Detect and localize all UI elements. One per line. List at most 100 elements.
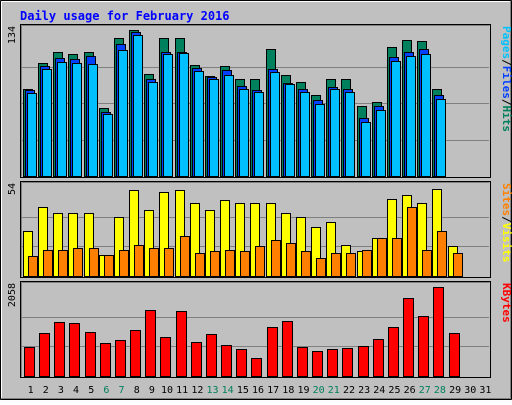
- bar-pages-day-3: [57, 62, 67, 177]
- bar-kbytes-day-2: [39, 333, 50, 377]
- bar-pages-day-7: [118, 50, 128, 177]
- bar-pages-day-6: [103, 114, 113, 177]
- x-tick-label: 12: [191, 385, 203, 396]
- panel-series-legend: KBytes: [500, 283, 512, 323]
- x-tick-label: 16: [252, 385, 264, 396]
- bar-kbytes-day-26: [403, 298, 414, 377]
- bar-pages-day-23: [361, 122, 371, 177]
- legend-hits: Hits: [500, 106, 512, 133]
- bar-sites-day-11: [180, 236, 190, 277]
- bar-sites-day-2: [43, 250, 53, 277]
- x-tick-label: 31: [479, 385, 491, 396]
- x-tick-label: 9: [149, 385, 155, 396]
- bar-kbytes-day-21: [327, 349, 338, 377]
- bar-kbytes-day-22: [342, 348, 353, 377]
- bar-sites-day-29: [453, 253, 463, 277]
- panel-hits-files-pages: 134 Pages/Files/Hits: [7, 24, 512, 178]
- chart-title: Daily usage for February 2016: [20, 9, 230, 23]
- bar-pages-day-15: [239, 89, 249, 177]
- bar-kbytes-day-29: [449, 333, 460, 377]
- bar-pages-day-9: [148, 82, 158, 177]
- bar-pages-day-19: [300, 92, 310, 177]
- legend-visits: Visits: [500, 223, 512, 263]
- bar-sites-day-27: [422, 250, 432, 277]
- x-tick-label: 25: [388, 385, 400, 396]
- bar-sites-day-19: [301, 251, 311, 277]
- panel-max-label: 134: [7, 26, 18, 44]
- panel-series-legend: Pages/Files/Hits: [500, 26, 512, 132]
- panel-visits-sites: 54 Sites/Visits: [7, 181, 512, 278]
- bar-kbytes-day-17: [267, 327, 278, 377]
- bar-sites-day-26: [407, 207, 417, 277]
- bar-pages-day-11: [179, 53, 189, 177]
- panel-bars: [23, 30, 446, 177]
- panel-series-legend: Sites/Visits: [500, 183, 512, 263]
- legend-sites: Sites: [500, 183, 512, 216]
- bar-kbytes-day-3: [54, 322, 65, 377]
- bar-pages-day-22: [345, 92, 355, 177]
- bar-pages-day-27: [421, 54, 431, 177]
- x-tick-label: 14: [222, 385, 234, 396]
- bar-sites-day-14: [225, 250, 235, 277]
- bar-kbytes-day-1: [24, 347, 35, 377]
- panel-frame: [20, 181, 491, 278]
- bar-kbytes-day-5: [85, 332, 96, 377]
- x-tick-label: 11: [176, 385, 188, 396]
- bar-pages-day-13: [209, 79, 219, 177]
- x-tick-label: 7: [119, 385, 125, 396]
- bar-pages-day-21: [330, 89, 340, 177]
- bar-pages-day-18: [285, 84, 295, 177]
- bar-sites-day-18: [286, 243, 296, 277]
- bar-pages-day-1: [27, 93, 37, 177]
- bar-kbytes-day-25: [388, 327, 399, 377]
- x-tick-label: 6: [103, 385, 109, 396]
- bar-kbytes-day-24: [373, 339, 384, 377]
- x-tick-label: 20: [313, 385, 325, 396]
- bar-sites-day-13: [210, 251, 220, 277]
- bar-pages-day-10: [163, 54, 173, 177]
- x-tick-label: 13: [206, 385, 218, 396]
- bar-pages-day-4: [72, 63, 82, 177]
- bar-sites-day-25: [392, 238, 402, 277]
- legend-pages: Pages: [500, 26, 512, 59]
- bar-kbytes-day-13: [206, 334, 217, 377]
- bar-pages-day-8: [133, 35, 143, 177]
- panel-bars: [23, 189, 463, 277]
- bar-pages-day-17: [270, 72, 280, 177]
- bar-sites-day-3: [58, 250, 68, 277]
- x-tick-label: 1: [28, 385, 34, 396]
- bar-kbytes-day-12: [191, 342, 202, 377]
- x-axis-labels: 1 2 3 4 5 6 7 8 9 10 11 12 13 14 15 16 17 18 19 20 21 22 23 24 2…: [28, 385, 492, 396]
- bar-kbytes-day-28: [433, 287, 444, 377]
- x-tick-label: 21: [328, 385, 340, 396]
- x-tick-label: 10: [161, 385, 173, 396]
- panel-kbytes: 2058 KBytes: [7, 281, 512, 378]
- x-tick-label: 24: [373, 385, 385, 396]
- bar-pages-day-26: [406, 56, 416, 177]
- x-tick-label: 29: [449, 385, 461, 396]
- bar-sites-day-16: [255, 246, 265, 277]
- bar-sites-day-1: [28, 256, 38, 277]
- x-tick-label: 27: [419, 385, 431, 396]
- bar-pages-day-12: [194, 71, 204, 177]
- panel-bars: [24, 287, 460, 377]
- bar-sites-day-22: [346, 253, 356, 277]
- bar-sites-day-12: [195, 253, 205, 277]
- bar-pages-day-5: [88, 64, 98, 177]
- x-tick-label: 18: [282, 385, 294, 396]
- bar-sites-day-7: [119, 250, 129, 277]
- bar-sites-day-20: [316, 258, 326, 277]
- bar-kbytes-day-9: [145, 310, 156, 377]
- bar-pages-day-24: [376, 110, 386, 177]
- bar-kbytes-day-7: [115, 340, 126, 377]
- bar-sites-day-8: [134, 245, 144, 277]
- bar-pages-day-20: [315, 104, 325, 177]
- bar-sites-day-24: [377, 238, 387, 277]
- bar-kbytes-day-8: [130, 330, 141, 377]
- bar-kbytes-day-11: [176, 311, 187, 377]
- bar-kbytes-day-6: [100, 343, 111, 377]
- bar-pages-day-16: [254, 92, 264, 177]
